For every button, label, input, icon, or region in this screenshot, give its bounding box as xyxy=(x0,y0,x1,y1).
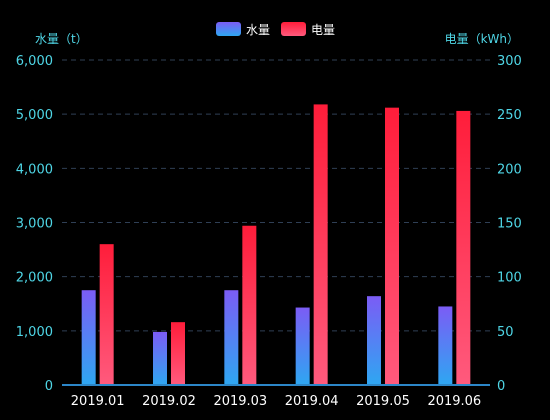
right-tick-label: 100 xyxy=(497,271,522,286)
legend: 水量 电量 xyxy=(216,22,335,37)
right-tick-label: 200 xyxy=(497,162,522,177)
bar-power[interactable] xyxy=(242,225,257,385)
bar-power[interactable] xyxy=(313,104,328,386)
legend-swatch-water xyxy=(216,22,241,36)
left-axis-ticks: 0 1,000 2,000 3,000 4,000 5,000 6,000 xyxy=(16,54,53,394)
right-axis-title: 电量（kWh） xyxy=(445,32,519,46)
legend-swatch-power xyxy=(281,22,306,36)
x-tick-label: 2019.06 xyxy=(427,394,481,409)
bar-power[interactable] xyxy=(456,110,471,386)
bar-power[interactable] xyxy=(385,107,399,386)
bar-water[interactable] xyxy=(153,331,167,385)
legend-item-water[interactable]: 水量 xyxy=(216,22,270,37)
bar-power[interactable] xyxy=(99,244,114,385)
left-tick-label: 0 xyxy=(45,379,53,394)
left-tick-label: 2,000 xyxy=(16,271,53,286)
left-tick-label: 4,000 xyxy=(16,162,53,177)
legend-label-power: 电量 xyxy=(311,23,335,37)
x-tick-label: 2019.03 xyxy=(213,394,267,409)
right-tick-label: 150 xyxy=(497,217,522,232)
bar-water[interactable] xyxy=(367,296,381,385)
right-tick-label: 50 xyxy=(497,325,514,340)
legend-label-water: 水量 xyxy=(246,23,270,37)
bar-power[interactable] xyxy=(171,322,185,385)
bar-water[interactable] xyxy=(295,307,310,385)
bar-water[interactable] xyxy=(81,290,96,385)
left-tick-label: 5,000 xyxy=(16,108,53,123)
x-tick-label: 2019.01 xyxy=(71,394,125,409)
grid-lines xyxy=(62,59,490,332)
right-tick-label: 300 xyxy=(497,54,522,69)
bars xyxy=(81,104,471,386)
left-axis-title: 水量（t） xyxy=(35,32,88,46)
x-tick-label: 2019.05 xyxy=(356,394,410,409)
bar-water[interactable] xyxy=(438,306,453,385)
left-tick-label: 6,000 xyxy=(16,54,53,69)
bar-water[interactable] xyxy=(224,290,239,385)
x-tick-label: 2019.04 xyxy=(285,394,339,409)
x-axis-labels: 2019.01 2019.02 2019.03 2019.04 2019.05 2019.… xyxy=(71,394,481,409)
right-tick-label: 250 xyxy=(497,108,522,123)
x-tick-label: 2019.02 xyxy=(142,394,196,409)
legend-item-power[interactable]: 电量 xyxy=(281,22,335,37)
left-tick-label: 3,000 xyxy=(16,217,53,232)
right-tick-label: 0 xyxy=(497,379,505,394)
right-axis-ticks: 0 50 100 150 200 250 300 xyxy=(497,54,522,394)
left-tick-label: 1,000 xyxy=(16,325,53,340)
